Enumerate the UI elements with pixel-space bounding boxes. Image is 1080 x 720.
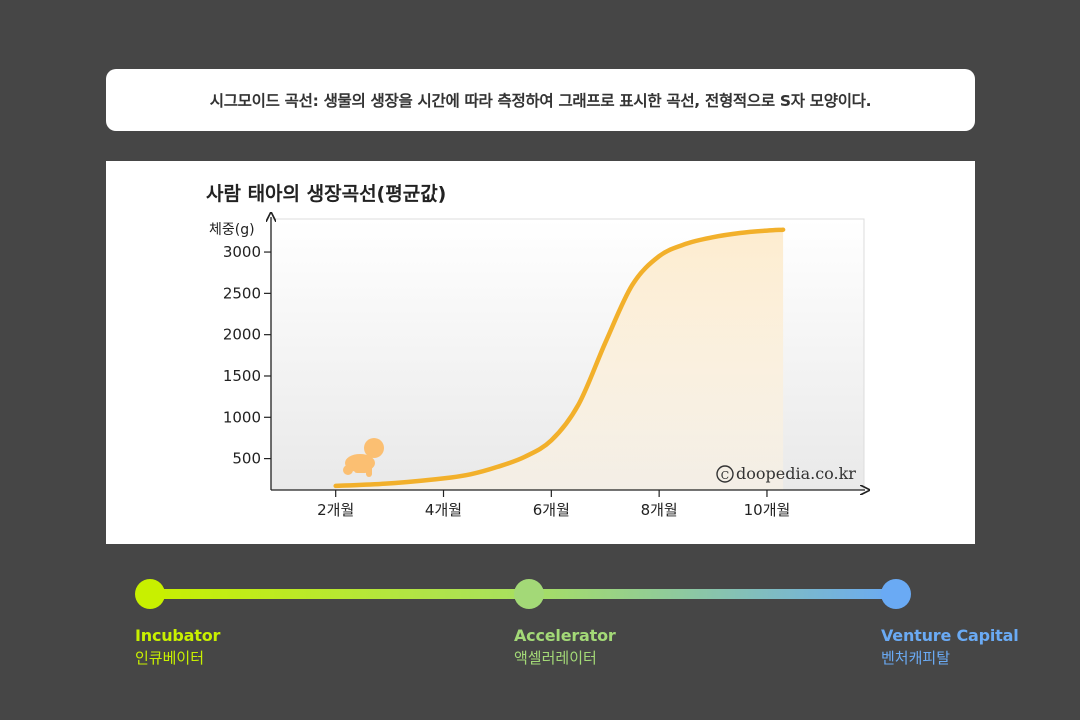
copyright-symbol: C bbox=[721, 469, 729, 482]
caption-box: 시그모이드 곡선: 생물의 생장을 시간에 따라 측정하여 그래프로 표시한 곡… bbox=[106, 69, 975, 131]
accelerator-label: Accelerator 액셀러레이터 bbox=[514, 626, 616, 668]
growth-curve bbox=[333, 227, 786, 489]
y-tick-label: 3000 bbox=[223, 243, 261, 261]
copyright-icon bbox=[716, 465, 734, 483]
accelerator-dot[interactable] bbox=[514, 579, 544, 609]
chart-card: 사람 태아의 생장곡선(평균값) 체중(g) 500 1000 1500 2000 2500… bbox=[106, 161, 975, 544]
x-tick-label: 4개월 bbox=[425, 501, 462, 519]
incubator-dot[interactable] bbox=[135, 579, 165, 609]
venture-capital-label: Venture Capital 벤처캐피탈 bbox=[881, 626, 1019, 668]
y-axis-label: 체중(g) bbox=[209, 222, 255, 238]
y-tick-label: 1500 bbox=[223, 367, 261, 385]
accelerator-label-ko: 액셀러레이터 bbox=[514, 649, 597, 667]
y-tick-label: 2500 bbox=[223, 284, 261, 302]
watermark: doopedia.co.kr bbox=[736, 464, 856, 483]
curve-area bbox=[335, 229, 784, 490]
y-tick-label: 1000 bbox=[223, 408, 261, 426]
x-tick-label: 8개월 bbox=[641, 501, 678, 519]
y-tick-label: 500 bbox=[232, 450, 261, 468]
x-tick-label: 2개월 bbox=[317, 501, 354, 519]
y-tick-label: 2000 bbox=[223, 326, 261, 344]
venture-capital-dot[interactable] bbox=[881, 579, 911, 609]
growth-chart: 사람 태아의 생장곡선(평균값) 체중(g) 500 1000 1500 2000 2500… bbox=[206, 183, 975, 519]
chart-title: 사람 태아의 생장곡선(평균값) bbox=[206, 183, 446, 205]
venture-capital-label-ko: 벤처캐피탈 bbox=[881, 649, 951, 667]
baby-crawling-icon bbox=[343, 438, 384, 477]
incubator-label-en: Incubator bbox=[135, 626, 221, 645]
caption-text: 시그모이드 곡선: 생물의 생장을 시간에 따라 측정하여 그래프로 표시한 곡… bbox=[209, 92, 872, 110]
venture-capital-label-en: Venture Capital bbox=[881, 626, 1019, 645]
x-tick-label: 10개월 bbox=[744, 501, 791, 519]
accelerator-label-en: Accelerator bbox=[514, 626, 616, 645]
incubator-label-ko: 인큐베이터 bbox=[135, 649, 205, 667]
x-tick-label: 6개월 bbox=[533, 501, 570, 519]
incubator-label: Incubator 인큐베이터 bbox=[135, 626, 220, 668]
